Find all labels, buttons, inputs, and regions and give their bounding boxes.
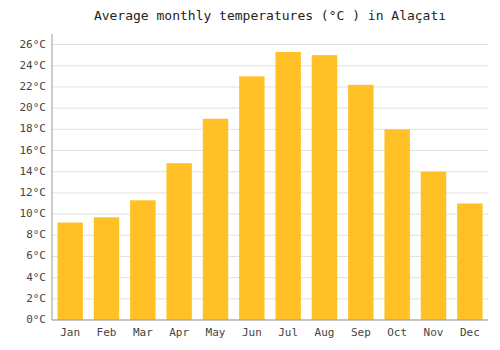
grid-line xyxy=(52,65,488,66)
grid-line xyxy=(52,150,488,151)
chart: Average monthly temperatures (°C ) in Al… xyxy=(0,0,500,350)
bar xyxy=(384,129,409,320)
y-tick-label: 18°C xyxy=(20,122,47,135)
x-tick-label: Dec xyxy=(460,326,480,339)
grid-line xyxy=(52,108,488,109)
y-axis: 0°C 2°C 4°C 6°C 8°C 10°C 12°C 14°C 16°C 18°C 20°C 2… xyxy=(20,34,53,326)
grid-line xyxy=(52,320,488,321)
x-tick-label: Jul xyxy=(278,326,298,339)
y-tick-label: 2°C xyxy=(26,292,46,305)
x-tick-label: Sep xyxy=(351,326,371,339)
title: Average monthly temperatures (°C ) in Al… xyxy=(94,8,446,23)
y-tick-label: 26°C xyxy=(20,38,47,51)
y-tick-label: 14°C xyxy=(20,165,47,178)
x-tick-label: Apr xyxy=(169,326,189,339)
y-tick-label: 4°C xyxy=(26,271,46,284)
x-tick-label: Mar xyxy=(133,326,153,339)
bar xyxy=(312,55,337,320)
bar xyxy=(130,200,155,320)
x-tick-label: Jan xyxy=(60,326,80,339)
y-tick-label: 6°C xyxy=(26,249,46,262)
y-tick-label: 16°C xyxy=(20,144,47,157)
bars xyxy=(57,52,482,320)
y-tick-label: 10°C xyxy=(20,207,47,220)
x-tick-label: Oct xyxy=(387,326,407,339)
y-tick-label: 20°C xyxy=(20,101,47,114)
y-axis-line xyxy=(52,34,53,320)
y-tick-label: 0°C xyxy=(26,313,46,326)
y-tick-label: 22°C xyxy=(20,80,47,93)
grid-line xyxy=(52,86,488,87)
x-tick-label: Jun xyxy=(242,326,262,339)
bar xyxy=(348,85,373,320)
grid-line xyxy=(52,44,488,45)
x-tick-label: Aug xyxy=(315,326,335,339)
x-tick-label: May xyxy=(206,326,226,339)
bar xyxy=(457,203,482,320)
x-tick-label: Nov xyxy=(424,326,444,339)
bar xyxy=(166,163,191,320)
bar xyxy=(94,217,119,320)
grid xyxy=(52,45,488,320)
bar xyxy=(239,76,264,320)
y-tick-label: 24°C xyxy=(20,59,47,72)
x-tick-label: Feb xyxy=(97,326,117,339)
bar xyxy=(421,172,446,320)
bar xyxy=(275,52,300,320)
x-axis: Jan Feb Mar Apr May Jun Jul Aug Sep Oct Nov Dec xyxy=(52,320,488,339)
page: {"chart_data": {"type": "bar", "title": … xyxy=(0,0,500,350)
x-axis-line xyxy=(52,320,488,321)
y-tick-label: 8°C xyxy=(26,228,46,241)
grid-line xyxy=(52,129,488,130)
y-tick-label: 12°C xyxy=(20,186,47,199)
bar xyxy=(57,223,82,320)
bar xyxy=(203,119,228,320)
